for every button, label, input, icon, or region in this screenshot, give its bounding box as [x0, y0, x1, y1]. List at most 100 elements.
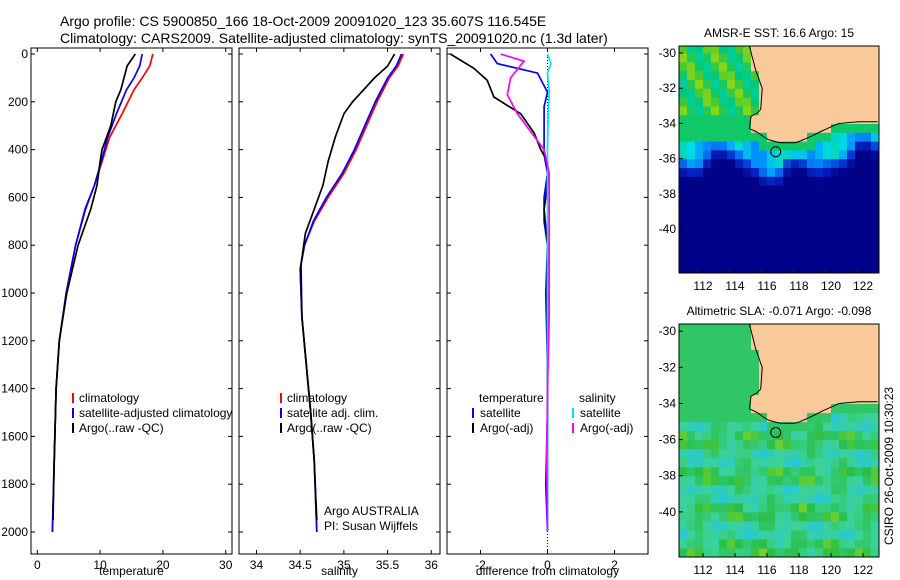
map-cell	[871, 358, 879, 368]
map-cell	[711, 376, 720, 386]
map-cell	[775, 412, 784, 423]
x-tick-label: 116	[757, 563, 776, 577]
map-cell	[727, 430, 736, 441]
map-cell	[799, 46, 808, 54]
map-cell	[719, 158, 728, 168]
map-cell	[783, 70, 792, 80]
map-cell	[759, 123, 768, 133]
map-cell	[807, 324, 816, 332]
map-cell	[863, 185, 872, 195]
map-cell	[679, 132, 688, 142]
map-cell	[735, 97, 744, 107]
map-cell	[727, 255, 736, 265]
map-cell	[871, 53, 879, 63]
map-cell	[751, 158, 760, 168]
map-cell	[703, 475, 712, 486]
map-cell	[847, 358, 856, 368]
map-cell	[711, 61, 720, 72]
map-cell	[855, 61, 864, 72]
map-cell	[831, 394, 840, 404]
map-cell	[719, 229, 728, 239]
map-cell	[703, 466, 712, 477]
map-cell	[735, 358, 744, 368]
map-cell	[831, 457, 840, 468]
map-cell	[759, 538, 768, 549]
map-cell	[791, 394, 800, 404]
map-cell	[855, 79, 864, 89]
x-tick-label: 0	[544, 558, 551, 572]
map-cell	[767, 255, 776, 265]
map-cell	[847, 548, 856, 557]
map-cell	[767, 141, 776, 151]
map-cell	[695, 548, 704, 557]
map-cell	[839, 229, 848, 239]
map-cell	[687, 448, 696, 459]
map-cell	[871, 331, 879, 341]
map-cell	[703, 358, 712, 368]
map-cell	[735, 340, 744, 350]
map-cell	[791, 61, 800, 72]
map-cell	[679, 123, 688, 133]
map-cell	[855, 53, 864, 63]
x-tick-label: 30	[219, 558, 233, 572]
map-cell	[751, 538, 760, 549]
map-cell	[863, 349, 872, 359]
map-cell	[815, 193, 824, 204]
map-cell	[687, 484, 696, 495]
map-cell	[775, 141, 784, 151]
map-cell	[711, 237, 720, 248]
map-cell	[847, 331, 856, 341]
map-cell	[807, 132, 816, 142]
map-cell	[799, 358, 808, 368]
map-cell	[823, 394, 832, 404]
map-cell	[751, 548, 760, 557]
map-cell	[767, 220, 776, 230]
map-cell	[775, 70, 784, 80]
map-cell	[759, 331, 768, 341]
map-cell	[839, 88, 848, 98]
map-cell	[767, 185, 776, 195]
legend-label: satellite	[480, 406, 521, 420]
map-cell	[799, 367, 808, 377]
map-cell	[775, 88, 784, 98]
map-cell	[799, 385, 808, 395]
map-cell	[783, 105, 792, 116]
map-cell	[679, 493, 688, 504]
map-cell	[823, 193, 832, 204]
map-cell	[863, 385, 872, 395]
map-cell	[679, 385, 688, 395]
map-cell	[695, 176, 704, 186]
map-cell	[863, 255, 872, 265]
map-cell	[807, 466, 816, 477]
map-cell	[847, 61, 856, 72]
x-tick-label: 35.5	[376, 558, 400, 572]
map-cell	[719, 466, 728, 477]
map-cell	[735, 132, 744, 142]
map-cell	[759, 324, 768, 332]
map-cell	[783, 193, 792, 204]
map-cell	[807, 475, 816, 486]
map-cell	[687, 149, 696, 160]
map-cell	[775, 511, 784, 522]
map-cell	[751, 403, 760, 414]
map-cell	[847, 376, 856, 386]
map-cell	[703, 529, 712, 540]
map-cell	[863, 331, 872, 341]
map-cell	[719, 132, 728, 142]
map-cell	[799, 484, 808, 495]
map-cell	[695, 220, 704, 230]
map-cell	[775, 466, 784, 477]
map-cell	[711, 448, 720, 459]
map-cell	[743, 264, 752, 273]
map-cell	[847, 394, 856, 404]
map-cell	[775, 158, 784, 168]
map-cell	[695, 529, 704, 540]
map-cell	[719, 412, 728, 423]
map-cell	[871, 421, 879, 432]
map-cell	[871, 264, 879, 273]
x-tick-label: 0	[34, 558, 41, 572]
map-cell	[727, 246, 736, 256]
map-cell	[783, 53, 792, 63]
map-cell	[695, 394, 704, 404]
